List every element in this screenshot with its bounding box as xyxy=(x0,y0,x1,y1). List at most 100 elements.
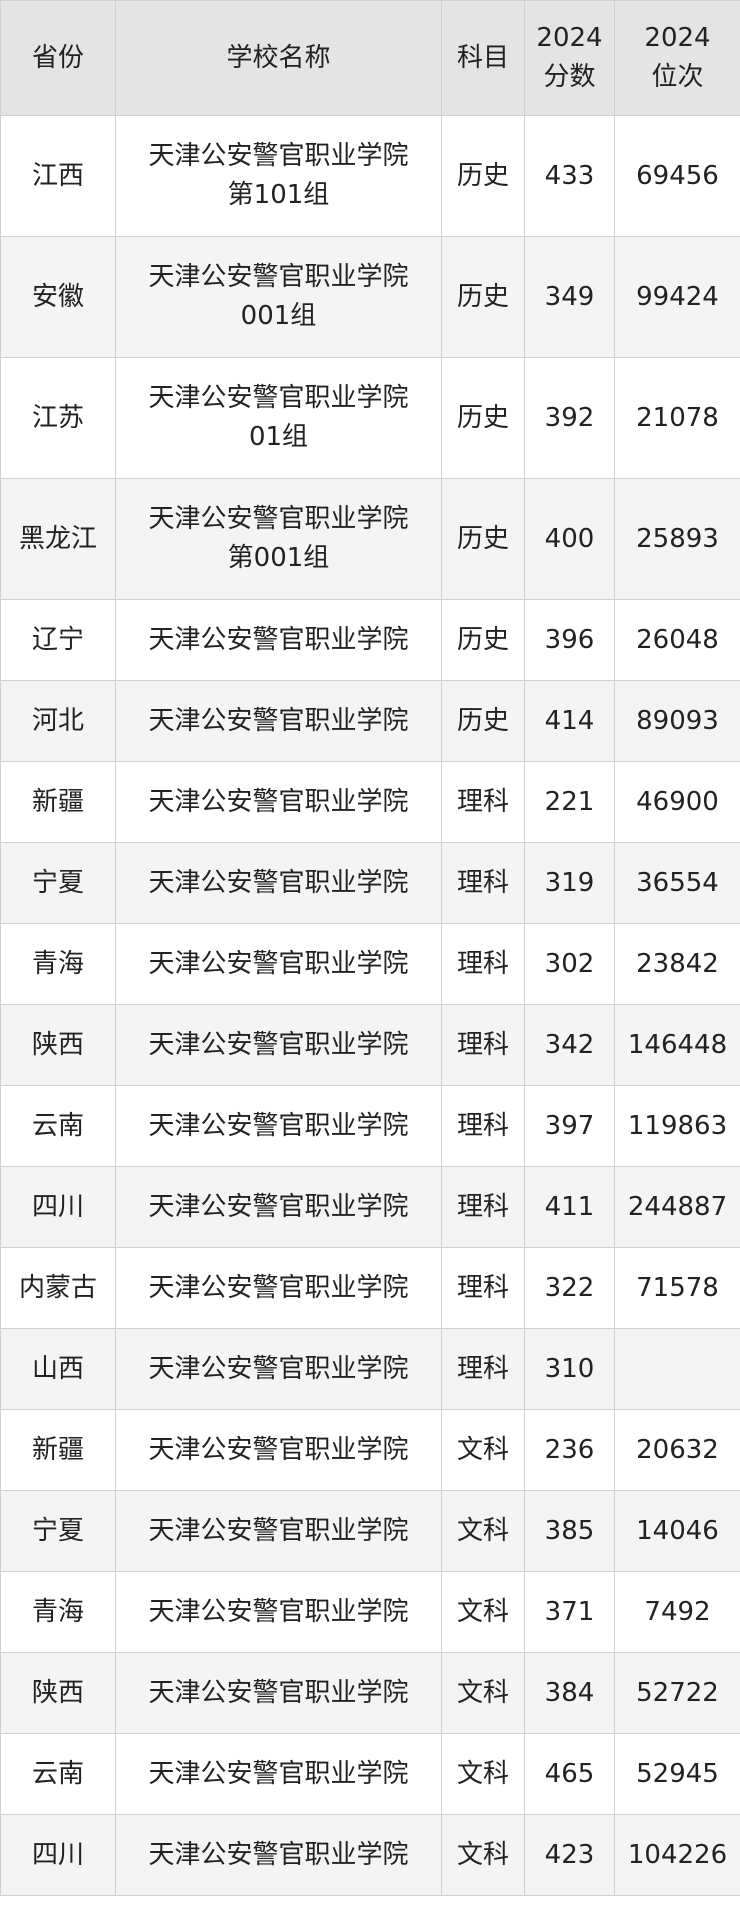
table-row: 四川 天津公安警官职业学院 文科 423 104226 xyxy=(0,1814,740,1896)
table-row: 陕西 天津公安警官职业学院 理科 342 146448 xyxy=(0,1004,740,1086)
table-row: 宁夏 天津公安警官职业学院 文科 385 14046 xyxy=(0,1490,740,1572)
table-cell: 天津公安警官职业学院 xyxy=(115,680,442,762)
header-cell: 2024 分数 xyxy=(524,0,615,116)
table-cell xyxy=(614,1328,740,1410)
table-row: 黑龙江 天津公安警官职业学院 第001组 历史 400 25893 xyxy=(0,478,740,600)
table-cell: 历史 xyxy=(441,478,525,600)
table-cell: 236 xyxy=(524,1409,615,1491)
table-cell: 104226 xyxy=(614,1814,740,1896)
table-row: 四川 天津公安警官职业学院 理科 411 244887 xyxy=(0,1166,740,1248)
table-cell: 天津公安警官职业学院 xyxy=(115,1652,442,1734)
header-cell: 学校名称 xyxy=(115,0,442,116)
table-cell: 71578 xyxy=(614,1247,740,1329)
table-cell: 天津公安警官职业学院 xyxy=(115,1571,442,1653)
table-cell: 云南 xyxy=(0,1085,116,1167)
table-cell: 理科 xyxy=(441,1004,525,1086)
table-cell: 25893 xyxy=(614,478,740,600)
table-row: 江西 天津公安警官职业学院 第101组 历史 433 69456 xyxy=(0,115,740,237)
table-cell: 天津公安警官职业学院 xyxy=(115,1409,442,1491)
table-cell: 385 xyxy=(524,1490,615,1572)
table-cell: 内蒙古 xyxy=(0,1247,116,1329)
table-cell: 36554 xyxy=(614,842,740,924)
table-cell: 陕西 xyxy=(0,1004,116,1086)
table-cell: 文科 xyxy=(441,1571,525,1653)
header-row: 省份 学校名称 科目 2024 分数 2024 位次 xyxy=(0,0,740,116)
table-cell: 21078 xyxy=(614,357,740,479)
header-cell: 2024 位次 xyxy=(614,0,740,116)
table-cell: 历史 xyxy=(441,357,525,479)
table-cell: 宁夏 xyxy=(0,842,116,924)
table-row: 云南 天津公安警官职业学院 理科 397 119863 xyxy=(0,1085,740,1167)
table-cell: 天津公安警官职业学院 001组 xyxy=(115,236,442,358)
table-cell: 四川 xyxy=(0,1814,116,1896)
table-row: 安徽 天津公安警官职业学院 001组 历史 349 99424 xyxy=(0,236,740,358)
table-cell: 天津公安警官职业学院 xyxy=(115,842,442,924)
table-cell: 历史 xyxy=(441,680,525,762)
table-cell: 411 xyxy=(524,1166,615,1248)
header-cell: 科目 xyxy=(441,0,525,116)
table-cell: 理科 xyxy=(441,1166,525,1248)
table-cell: 7492 xyxy=(614,1571,740,1653)
table-cell: 26048 xyxy=(614,599,740,681)
table-cell: 新疆 xyxy=(0,761,116,843)
table-cell: 理科 xyxy=(441,923,525,1005)
table-cell: 青海 xyxy=(0,923,116,1005)
table-row: 辽宁 天津公安警官职业学院 历史 396 26048 xyxy=(0,599,740,681)
table-cell: 322 xyxy=(524,1247,615,1329)
table-cell: 384 xyxy=(524,1652,615,1734)
table-cell: 文科 xyxy=(441,1409,525,1491)
table-cell: 宁夏 xyxy=(0,1490,116,1572)
table-cell: 46900 xyxy=(614,761,740,843)
table-row: 江苏 天津公安警官职业学院 01组 历史 392 21078 xyxy=(0,357,740,479)
table-cell: 云南 xyxy=(0,1733,116,1815)
table-row: 新疆 天津公安警官职业学院 文科 236 20632 xyxy=(0,1409,740,1491)
table-cell: 历史 xyxy=(441,599,525,681)
table-cell: 历史 xyxy=(441,115,525,237)
table-cell: 52722 xyxy=(614,1652,740,1734)
table-cell: 397 xyxy=(524,1085,615,1167)
table-cell: 99424 xyxy=(614,236,740,358)
table-row: 河北 天津公安警官职业学院 历史 414 89093 xyxy=(0,680,740,762)
table-cell: 天津公安警官职业学院 xyxy=(115,1490,442,1572)
table-cell: 433 xyxy=(524,115,615,237)
table-cell: 文科 xyxy=(441,1733,525,1815)
table-cell: 江西 xyxy=(0,115,116,237)
table-cell: 江苏 xyxy=(0,357,116,479)
table-cell: 四川 xyxy=(0,1166,116,1248)
table-cell: 历史 xyxy=(441,236,525,358)
table-row: 宁夏 天津公安警官职业学院 理科 319 36554 xyxy=(0,842,740,924)
table-row: 青海 天津公安警官职业学院 理科 302 23842 xyxy=(0,923,740,1005)
table-cell: 天津公安警官职业学院 01组 xyxy=(115,357,442,479)
header-cell: 省份 xyxy=(0,0,116,116)
table-cell: 理科 xyxy=(441,842,525,924)
table-cell: 天津公安警官职业学院 xyxy=(115,1166,442,1248)
table-cell: 陕西 xyxy=(0,1652,116,1734)
table-row: 青海 天津公安警官职业学院 文科 371 7492 xyxy=(0,1571,740,1653)
table-cell: 理科 xyxy=(441,1085,525,1167)
table-cell: 69456 xyxy=(614,115,740,237)
table-cell: 221 xyxy=(524,761,615,843)
table-cell: 349 xyxy=(524,236,615,358)
table-cell: 302 xyxy=(524,923,615,1005)
table-cell: 89093 xyxy=(614,680,740,762)
table-cell: 天津公安警官职业学院 xyxy=(115,923,442,1005)
table-cell: 342 xyxy=(524,1004,615,1086)
table-cell: 天津公安警官职业学院 xyxy=(115,1733,442,1815)
table-cell: 文科 xyxy=(441,1490,525,1572)
table-cell: 天津公安警官职业学院 xyxy=(115,1085,442,1167)
table-cell: 天津公安警官职业学院 xyxy=(115,1004,442,1086)
table-cell: 理科 xyxy=(441,1247,525,1329)
table-cell: 黑龙江 xyxy=(0,478,116,600)
table-cell: 天津公安警官职业学院 xyxy=(115,1814,442,1896)
table-cell: 310 xyxy=(524,1328,615,1410)
table-cell: 423 xyxy=(524,1814,615,1896)
table-cell: 371 xyxy=(524,1571,615,1653)
table-cell: 146448 xyxy=(614,1004,740,1086)
table-cell: 天津公安警官职业学院 xyxy=(115,1247,442,1329)
table-cell: 392 xyxy=(524,357,615,479)
table-cell: 安徽 xyxy=(0,236,116,358)
table-cell: 河北 xyxy=(0,680,116,762)
table-cell: 52945 xyxy=(614,1733,740,1815)
table-cell: 400 xyxy=(524,478,615,600)
